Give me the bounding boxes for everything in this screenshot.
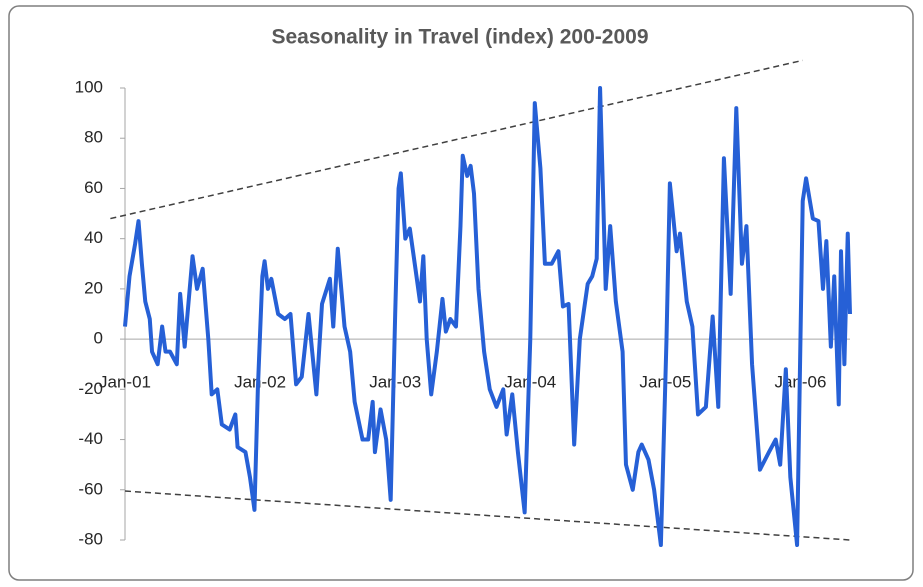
data-line (123, 86, 852, 548)
y-tick-label: -80 (78, 529, 103, 548)
y-tick-label: 100 (75, 77, 103, 96)
trend-line (124, 490, 851, 541)
y-tick-label: 40 (84, 228, 103, 247)
y-tick-label: 60 (84, 178, 103, 197)
x-tick-label: Jan-01 (99, 373, 151, 392)
y-tick-label: -60 (78, 479, 103, 498)
y-tick-label: 80 (84, 128, 103, 147)
chart-title: Seasonality in Travel (index) 200-2009 (271, 26, 648, 49)
y-tick-label: -40 (78, 429, 103, 448)
y-tick-label: 20 (84, 278, 103, 297)
y-tick-label: 0 (94, 329, 103, 348)
y-tick-label: -20 (78, 379, 103, 398)
trend-line (110, 59, 803, 220)
